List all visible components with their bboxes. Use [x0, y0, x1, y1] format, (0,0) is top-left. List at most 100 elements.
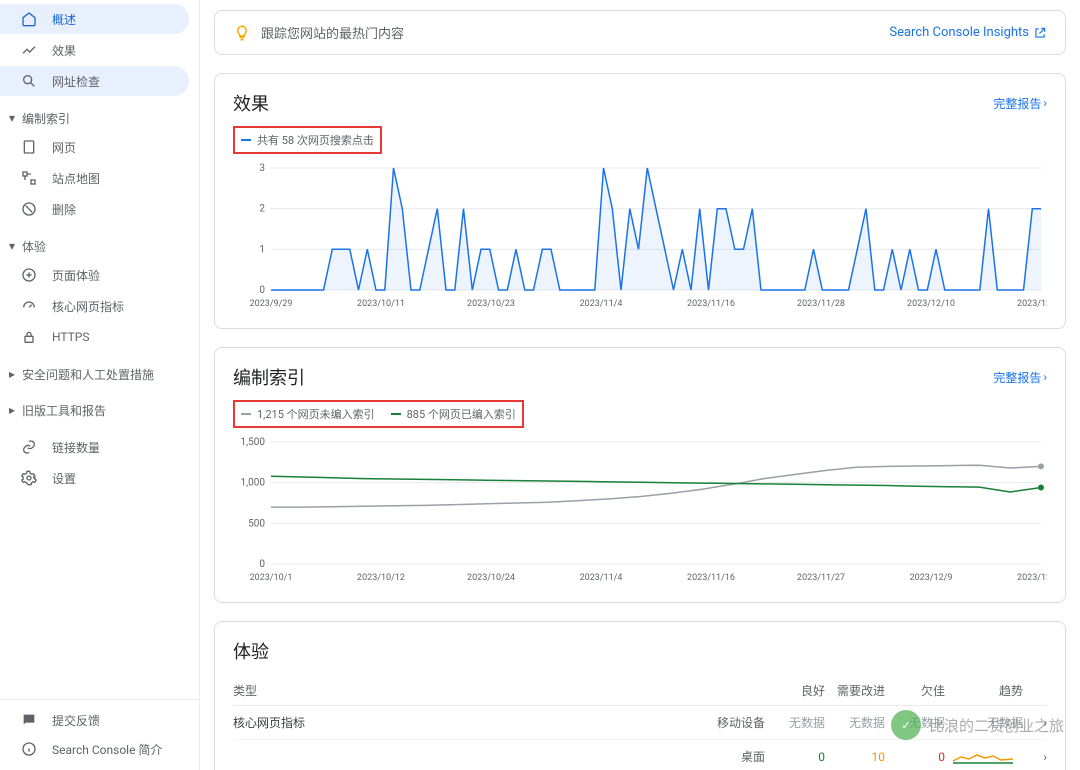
cell-good: 无数据	[773, 714, 833, 731]
sidebar-secondary-legacy[interactable]: ▸ 旧版工具和报告	[0, 396, 199, 424]
section-title: 体验	[22, 238, 46, 255]
sidebar-section-experience[interactable]: ▾ 体验	[0, 232, 199, 260]
sidebar-item-settings[interactable]: 设置	[0, 463, 189, 493]
label: 安全问题和人工处置措施	[22, 366, 154, 383]
svg-text:1,500: 1,500	[241, 437, 266, 448]
sidebar-item-feedback[interactable]: 提交反馈	[0, 706, 189, 734]
svg-text:2023/12/9: 2023/12/9	[910, 573, 953, 583]
watermark: ✓ 比浪的二货创业之旅	[891, 710, 1064, 740]
performance-chart: 01232023/9/292023/10/112023/10/232023/11…	[233, 162, 1047, 312]
open-icon	[1033, 26, 1047, 40]
svg-text:3: 3	[259, 163, 265, 174]
label: 站点地图	[52, 170, 100, 187]
label: 概述	[52, 11, 76, 28]
sidebar-item-about[interactable]: Search Console 简介	[0, 735, 189, 763]
label: 删除	[52, 201, 76, 218]
cell-sub: 桌面	[703, 748, 773, 765]
sidebar-item-cwv[interactable]: 核心网页指标	[0, 291, 189, 321]
sidebar-item-overview[interactable]: 概述	[0, 4, 189, 34]
svg-text:2023/11/27: 2023/11/27	[797, 573, 845, 583]
card-title: 效果	[233, 90, 269, 116]
gear-icon	[20, 469, 38, 487]
sidebar-item-page-exp[interactable]: 页面体验	[0, 260, 189, 290]
label: 提交反馈	[52, 712, 100, 729]
svg-text:2023/10/23: 2023/10/23	[467, 299, 515, 309]
sidebar: 概述 效果 网址检查 ▾ 编制索引 网页 站点地图 删除 ▾ 体验 页面体验 核…	[0, 0, 200, 770]
cell-type: 核心网页指标	[233, 714, 703, 731]
page-icon	[20, 138, 38, 156]
sidebar-secondary-security[interactable]: ▸ 安全问题和人工处置措施	[0, 360, 199, 388]
insights-text: 跟踪您网站的最热门内容	[261, 23, 404, 42]
sidebar-item-performance[interactable]: 效果	[0, 35, 189, 65]
col-poor: 欠佳	[893, 682, 953, 699]
svg-text:2: 2	[259, 204, 265, 215]
insights-banner: 跟踪您网站的最热门内容 Search Console Insights	[214, 10, 1066, 55]
info-icon	[20, 740, 38, 758]
cell-good: 0	[773, 750, 833, 764]
remove-icon	[20, 200, 38, 218]
svg-text:2023/11/16: 2023/11/16	[687, 573, 735, 583]
legend-swatch	[241, 139, 251, 141]
svg-text:2023/10/1: 2023/10/1	[250, 573, 293, 583]
performance-card: 效果 完整报告› 共有 58 次网页搜索点击 01232023/9/292023…	[214, 73, 1066, 329]
cell-improve: 无数据	[833, 714, 893, 731]
sidebar-item-links[interactable]: 链接数量	[0, 432, 189, 462]
label: 核心网页指标	[52, 298, 124, 315]
svg-text:0: 0	[259, 285, 265, 296]
label: 效果	[52, 42, 76, 59]
svg-text:2023/9/29: 2023/9/29	[250, 299, 293, 309]
card-title: 编制索引	[233, 364, 305, 390]
full-report-link[interactable]: 完整报告›	[993, 369, 1047, 386]
legend-text: 885 个网页已编入索引	[407, 406, 516, 422]
svg-text:2023/12/22: 2023/12/22	[1017, 299, 1047, 309]
svg-text:2023/10/24: 2023/10/24	[467, 573, 515, 583]
table-row[interactable]: 桌面0100›	[233, 740, 1047, 770]
col-good: 良好	[773, 682, 833, 699]
label: 设置	[52, 470, 76, 487]
cell-trend	[953, 749, 1023, 765]
svg-text:1,000: 1,000	[241, 478, 266, 489]
link-text: Search Console Insights	[889, 25, 1029, 40]
chevron-right-icon: ›	[1043, 96, 1047, 110]
main-content: 跟踪您网站的最热门内容 Search Console Insights 效果 完…	[200, 0, 1080, 770]
feedback-icon	[20, 711, 38, 729]
watermark-icon: ✓	[891, 710, 921, 740]
cell-sub: 移动设备	[703, 714, 773, 731]
sidebar-item-pages[interactable]: 网页	[0, 132, 189, 162]
sidebar-item-url-inspect[interactable]: 网址检查	[0, 66, 189, 96]
sidebar-section-indexing[interactable]: ▾ 编制索引	[0, 104, 199, 132]
search-icon	[20, 72, 38, 90]
svg-text:500: 500	[248, 518, 265, 529]
links-icon	[20, 438, 38, 456]
caret-icon: ▾	[6, 112, 18, 124]
sidebar-item-sitemaps[interactable]: 站点地图	[0, 163, 189, 193]
sidebar-item-removals[interactable]: 删除	[0, 194, 189, 224]
svg-text:0: 0	[259, 559, 265, 570]
full-report-link[interactable]: 完整报告›	[993, 95, 1047, 112]
lock-icon	[20, 328, 38, 346]
sidebar-scroll: 概述 效果 网址检查 ▾ 编制索引 网页 站点地图 删除 ▾ 体验 页面体验 核…	[0, 4, 199, 699]
cell-poor: 0	[893, 750, 953, 764]
sidebar-item-https[interactable]: HTTPS	[0, 322, 189, 352]
caret-icon: ▾	[6, 240, 18, 252]
svg-text:2023/11/16: 2023/11/16	[687, 299, 735, 309]
index-legend: 1,215 个网页未编入索引 885 个网页已编入索引	[233, 400, 524, 428]
insights-link[interactable]: Search Console Insights	[889, 25, 1047, 40]
speed-icon	[20, 297, 38, 315]
col-trend: 趋势	[953, 682, 1023, 699]
label: 旧版工具和报告	[22, 402, 106, 419]
indexing-card: 编制索引 完整报告› 1,215 个网页未编入索引 885 个网页已编入索引 0…	[214, 347, 1066, 603]
plus-circle-icon	[20, 266, 38, 284]
legend-text: 1,215 个网页未编入索引	[257, 406, 375, 422]
svg-text:2023/12/20: 2023/12/20	[1017, 573, 1047, 583]
svg-text:2023/12/10: 2023/12/10	[907, 299, 955, 309]
caret-right-icon: ▸	[6, 404, 18, 416]
label: 链接数量	[52, 439, 100, 456]
perf-legend: 共有 58 次网页搜索点击	[233, 126, 382, 154]
svg-text:2023/11/28: 2023/11/28	[797, 299, 845, 309]
legend-swatch	[391, 413, 401, 415]
chevron-right-icon: ›	[1043, 370, 1047, 384]
experience-card: 体验 类型 良好 需要改进 欠佳 趋势 核心网页指标移动设备无数据无数据无数据无…	[214, 621, 1066, 770]
legend-swatch	[241, 413, 251, 415]
label: HTTPS	[52, 330, 90, 344]
